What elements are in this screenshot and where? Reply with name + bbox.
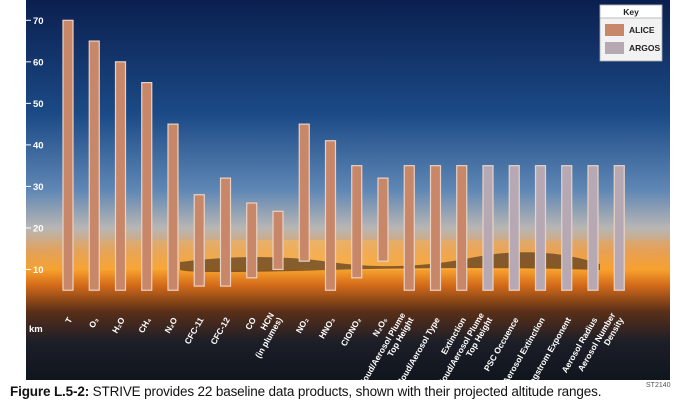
cloud-band [180,252,600,272]
bar-17 [508,165,520,291]
legend-swatch-alice [605,24,624,36]
y-tick-label: 60 [33,57,44,68]
bar-18 [534,165,547,291]
category-label-1: O₃ [87,315,101,329]
bar-12 [377,177,389,262]
bar-3 [141,81,153,291]
bar-20 [587,165,599,291]
y-axis-label: km [29,324,43,335]
legend-title-bar [599,4,663,19]
bar-10 [324,140,337,291]
legend: Key ALICE ARGOS [599,4,663,62]
bar-2 [114,61,127,291]
legend-label-alice: ALICE [629,25,655,35]
bar-9 [298,123,310,262]
caption-label: Figure L.5-2: [10,384,90,399]
bar-16 [482,165,494,291]
bar-5 [193,194,205,287]
category-label-line: O₃ [87,315,101,329]
y-tick-label: 30 [33,182,44,193]
figure-number: ST2140 [646,382,671,389]
category-label-0: T [63,315,75,325]
y-tick-label: 20 [33,223,44,234]
bar-11 [351,165,363,279]
figure-caption: Figure L.5-2: STRIVE provides 22 baselin… [10,384,650,399]
category-label-line: T [63,315,75,325]
bar-0 [62,19,74,291]
y-tick-label: 50 [33,99,44,110]
legend-swatch-argos [605,42,624,54]
legend-label-argos: ARGOS [629,43,661,53]
bar-15 [456,165,468,291]
y-tick-label: 40 [33,140,44,151]
y-tick-label: 70 [33,16,44,27]
bars [62,19,625,291]
bar-21 [613,165,625,291]
bar-13 [403,165,415,291]
bar-6 [219,177,232,287]
legend-title: Key [623,7,639,17]
y-axis: 10 20 30 40 50 60 70 [26,16,44,276]
bar-1 [88,40,100,291]
bar-14 [429,165,442,291]
bar-19 [561,165,573,291]
bar-8 [272,210,284,271]
y-tick-label: 10 [33,265,44,276]
caption-text: STRIVE provides 22 baseline data product… [89,384,602,399]
bar-4 [167,123,179,291]
bar-7 [246,202,258,279]
